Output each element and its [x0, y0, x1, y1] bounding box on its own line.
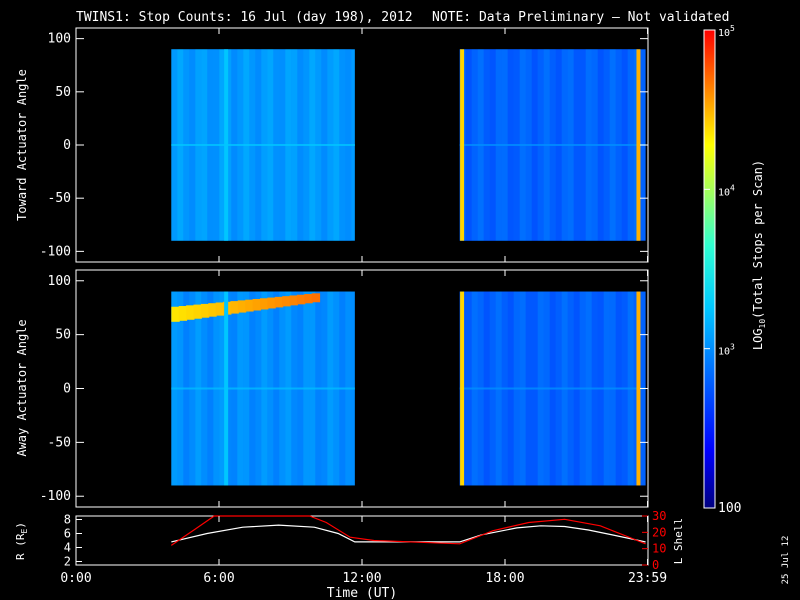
enhancement-band	[237, 300, 247, 313]
chart-title: TWINS1: Stop Counts: 16 Jul (day 198), 2…	[76, 10, 413, 25]
spectrogram-stripe	[636, 49, 641, 241]
radius-axis-label: R (RE)	[14, 522, 29, 560]
radius-tick-label: 6	[64, 527, 71, 541]
colorbar-tick-label: 103	[718, 343, 735, 358]
lshell-tick-label: 0	[652, 558, 659, 572]
enhancement-band	[178, 306, 188, 321]
y-tick-label: 100	[48, 274, 71, 289]
y-tick-label: -50	[48, 191, 71, 206]
spectrogram-stripe	[224, 291, 229, 486]
spectrogram-stripe	[224, 49, 229, 241]
radius-tick-label: 8	[64, 513, 71, 527]
enhancement-band	[186, 305, 195, 320]
lshell-axis-label: L Shell	[672, 518, 685, 564]
colorbar-label: LOG10(Total Stops per Scan)	[751, 160, 767, 350]
y-tick-label: 100	[48, 32, 71, 47]
x-axis-label: Time (UT)	[327, 586, 397, 600]
colorbar-tick-label: 104	[718, 183, 735, 198]
enhancement-band	[200, 303, 210, 318]
enhancement-band	[282, 296, 291, 307]
colorbar-label-end: (Total Stops per Scan)	[751, 160, 765, 319]
y-tick-label: 50	[55, 328, 71, 343]
enhancement-band	[259, 298, 269, 310]
radius-line	[171, 524, 646, 543]
y-tick-label: 0	[63, 138, 71, 153]
lshell-tick-label: 30	[652, 509, 666, 523]
ephemeris-lines	[170, 515, 646, 546]
enhancement-band	[193, 304, 202, 319]
enhancement-band	[304, 294, 313, 304]
spectrogram-stripe	[460, 49, 465, 241]
enhancement-band	[252, 298, 261, 311]
toward-actuator-panel: 100 50 0 -50 -100 Toward Actuator Angle	[15, 27, 649, 263]
y-tick-label: -100	[40, 489, 71, 504]
enhancement-band	[245, 299, 254, 312]
x-tick-label: 23:59	[628, 571, 667, 586]
away-y-axis-label: Away Actuator Angle	[15, 319, 29, 456]
colorbar-tick-label: 105	[718, 24, 735, 39]
y-tick-label: -50	[48, 435, 71, 450]
enhancement-band	[208, 303, 217, 317]
radius-label-sub: E	[20, 528, 29, 533]
x-tick-label: 6:00	[203, 571, 234, 586]
toward-spectrogram	[171, 49, 646, 241]
enhancement-band	[230, 301, 239, 314]
radius-label-main: R (R	[14, 533, 27, 560]
radius-tick-label: 2	[64, 555, 71, 569]
enhancement-band	[289, 295, 298, 306]
colorbar-bottom-label: 100	[718, 501, 741, 516]
enhancement-band	[267, 297, 276, 309]
enhancement-band	[296, 294, 306, 305]
spectrogram-stripe	[636, 291, 641, 486]
away-actuator-panel: 100 50 0 -50 -100 Away Actuator Angle	[15, 269, 649, 508]
lshell-line	[170, 515, 646, 546]
radius-label-end: )	[14, 522, 27, 529]
x-tick-label: 12:00	[342, 571, 381, 586]
zero-angle-line	[459, 387, 646, 390]
colorbar-label-sub: 10	[758, 319, 767, 329]
enhancement-band	[311, 293, 321, 303]
colorbar-gradient	[703, 29, 716, 509]
y-tick-label: 50	[55, 85, 71, 100]
colorbar: 105 104 103 100 LOG10(Total Stops per Scan)	[703, 24, 767, 516]
colorbar-ticks: 105 104 103 100	[704, 24, 741, 516]
lshell-tick-label: 20	[652, 525, 666, 539]
preliminary-note: NOTE: Data Preliminary – Not validated	[432, 10, 729, 25]
toward-y-axis-label: Toward Actuator Angle	[15, 69, 29, 221]
zero-angle-line	[171, 387, 355, 390]
ephemeris-panel-frame	[75, 515, 649, 566]
enhancement-band	[215, 302, 225, 316]
spectrogram-stripe	[460, 291, 465, 486]
lshell-tick-label: 10	[652, 542, 666, 556]
zero-angle-line	[459, 144, 646, 146]
away-spectrogram	[171, 291, 646, 486]
colorbar-label-main: LOG	[751, 328, 765, 350]
zero-angle-line	[171, 144, 355, 146]
generation-date: 25 Jul 12	[781, 536, 791, 585]
y-tick-label: 0	[63, 382, 71, 397]
y-tick-label: -100	[40, 244, 71, 259]
enhancement-band	[274, 296, 284, 308]
x-tick-label: 0:00	[60, 571, 91, 586]
toward-y-ticks: 100 50 0 -50 -100	[40, 32, 648, 259]
radius-tick-label: 4	[64, 541, 71, 555]
enhancement-band	[171, 306, 180, 322]
x-tick-label: 18:00	[485, 571, 524, 586]
away-y-ticks: 100 50 0 -50 -100	[40, 274, 648, 504]
